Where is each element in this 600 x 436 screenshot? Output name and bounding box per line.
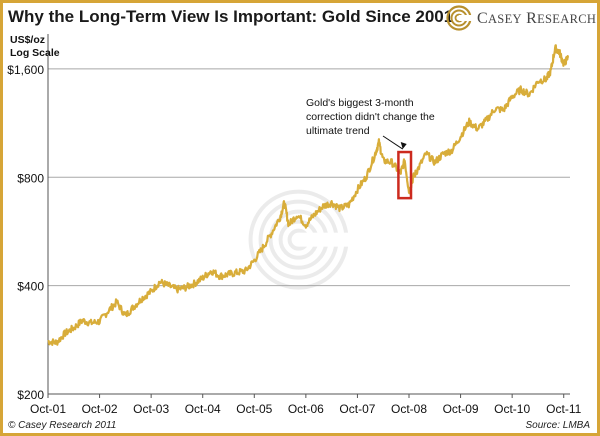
frame-border-right xyxy=(597,0,600,436)
frame-border-top xyxy=(0,0,600,3)
annotation-arrow-head xyxy=(400,142,407,150)
y-tick-label: $1,600 xyxy=(7,63,44,77)
x-tick-label: Oct-08 xyxy=(391,402,427,416)
x-tick-label: Oct-10 xyxy=(494,402,530,416)
y-tick-label: $400 xyxy=(17,280,44,294)
watermark-spiral xyxy=(248,189,359,290)
watermark-gap xyxy=(298,232,359,247)
spiral-logo-icon xyxy=(446,5,472,31)
gold-price-line xyxy=(47,44,570,346)
logo-wordmark: CASEY RESEARCH xyxy=(477,10,597,27)
y-axis-sublabel: Log Scale xyxy=(10,47,60,59)
x-tick-label: Oct-06 xyxy=(288,402,324,416)
x-tick-label: Oct-07 xyxy=(339,402,375,416)
annotation-text: correction didn't change the xyxy=(306,111,435,123)
x-tick-label: Oct-04 xyxy=(185,402,221,416)
x-tick-label: Oct-09 xyxy=(443,402,479,416)
copyright-text: © Casey Research 2011 xyxy=(8,420,117,431)
annotation-arrow-line xyxy=(382,135,403,150)
frame-border-left xyxy=(0,0,3,436)
correction-highlight-box xyxy=(397,150,413,200)
y-tick-label: $800 xyxy=(17,171,44,185)
annotation-text: ultimate trend xyxy=(306,125,370,137)
frame-border-bottom xyxy=(0,433,600,436)
source-text: Source: LMBA xyxy=(525,420,590,431)
x-tick-label: Oct-02 xyxy=(82,402,118,416)
x-tick-label: Oct-01 xyxy=(30,402,66,416)
y-tick-label: $200 xyxy=(17,388,44,402)
chart-title: Why the Long-Term View Is Important: Gol… xyxy=(8,7,454,26)
x-tick-label: Oct-05 xyxy=(236,402,272,416)
annotation-text: Gold's biggest 3-month xyxy=(306,97,414,109)
x-tick-label: Oct-11 xyxy=(546,402,581,416)
x-tick-label: Oct-03 xyxy=(133,402,169,416)
casey-research-logo: CASEY RESEARCH xyxy=(446,5,596,31)
y-axis-label: US$/oz xyxy=(10,34,45,46)
